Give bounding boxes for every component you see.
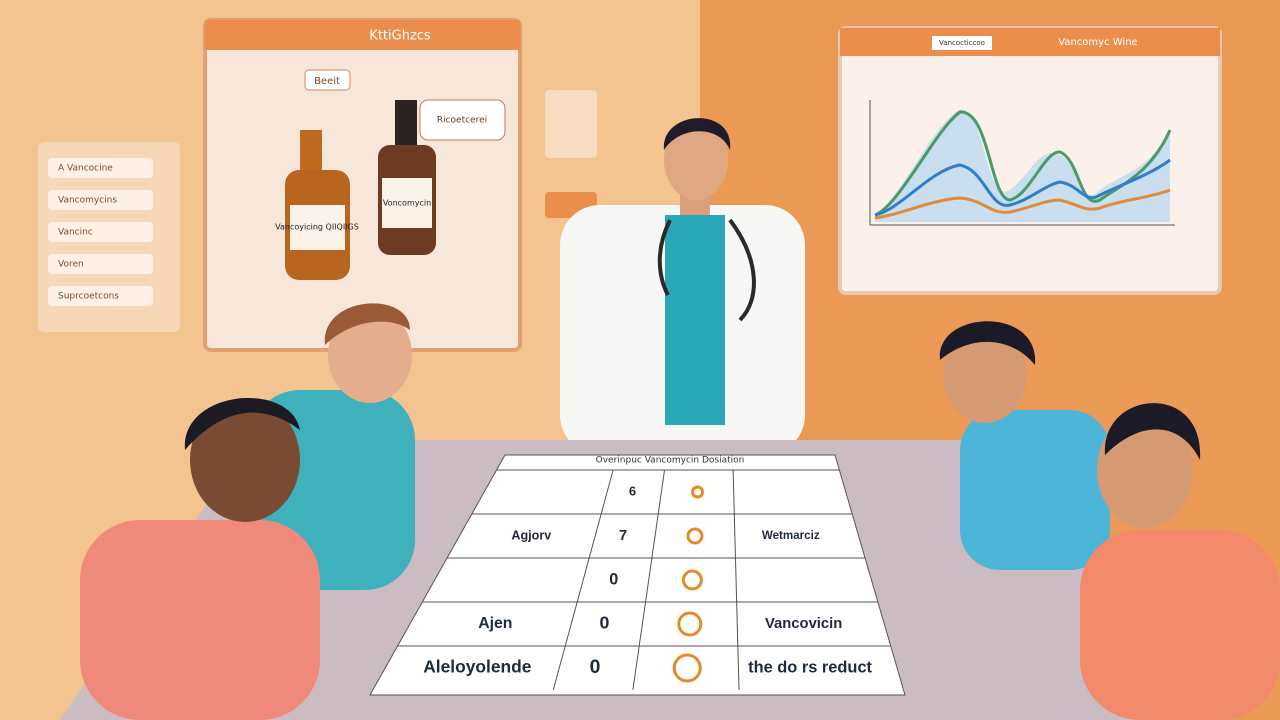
mark-icon [677, 611, 703, 637]
paper [369, 454, 906, 696]
bottle-label-2-text: Voncomycin [383, 199, 431, 208]
side-item-text: Vancomycins [58, 196, 117, 206]
student-hair [184, 397, 300, 450]
screen-title: KttiGhzcs [369, 29, 431, 44]
side-item [48, 222, 153, 242]
line-green [874, 110, 1172, 217]
count: 7 [619, 528, 627, 544]
mark-icon [681, 569, 703, 591]
result: Wetmarciz [762, 529, 820, 542]
grid-col [632, 469, 666, 691]
bubble-text: Ricoetcerei [437, 116, 487, 126]
mark-icon [691, 485, 705, 499]
count: 0 [599, 613, 609, 633]
student-hair [1104, 403, 1201, 460]
side-items: A Vancocine Vancomycins Vancinc Voren Suprco… [48, 158, 153, 306]
count: 6 [629, 483, 636, 498]
result: Vancovicin [765, 616, 842, 632]
student-hair [324, 303, 410, 345]
line-orange [874, 188, 1171, 220]
student-shirt [960, 410, 1110, 570]
student-head [943, 327, 1027, 423]
drug-name: Agjorv [511, 528, 551, 542]
bottle-label-text: Vancoyicing QIIQIIGS [275, 223, 359, 232]
count: 0 [609, 570, 618, 588]
grid-col [732, 469, 740, 691]
side-item-text: Vancinc [58, 228, 93, 238]
student-shirt [80, 520, 320, 720]
count: 0 [590, 656, 601, 678]
line-blue [874, 158, 1171, 217]
side-item-text: Suprcoetcons [58, 292, 119, 302]
drug-name: Ajen [478, 615, 512, 632]
doctor-hair [663, 118, 731, 150]
grid-col [552, 469, 614, 691]
screen-button-text: Beeit [314, 76, 340, 87]
side-item [48, 190, 153, 210]
right-screen-bar [840, 28, 1220, 56]
doctor-head [664, 120, 728, 200]
right-tab-text: Vancocticcoo [939, 39, 985, 47]
right-screen-title: Vancomyc Wine [1058, 37, 1137, 48]
paper-grid: 6 Agjorv 7 Wetmarciz 0 Ajen 0 Vancovicin Aleloyo… [397, 469, 891, 691]
side-item [48, 158, 153, 178]
stethoscope [657, 218, 756, 322]
side-item [48, 254, 153, 274]
student-head [328, 307, 412, 403]
student-hair [939, 321, 1036, 365]
bottle-neck [300, 130, 322, 170]
mark-icon [686, 527, 704, 545]
side-item-text: A Vancocine [58, 164, 113, 174]
left-screen [203, 18, 522, 352]
bottle-neck-2 [395, 100, 417, 145]
mark-icon [672, 653, 702, 683]
paper-title: Overinpuc Vancomycin Dosiation [596, 456, 745, 466]
screen-button [304, 69, 351, 91]
screen-bar [205, 20, 520, 50]
doctor-scrubs [665, 215, 725, 425]
speech-bubble [419, 99, 506, 141]
bottle-label-2 [382, 178, 432, 228]
drug-name: Aleloyolende [423, 657, 532, 677]
note [545, 90, 597, 158]
student-shirt [1080, 530, 1280, 720]
side-item-text: Voren [58, 260, 84, 270]
result: the do rs reduct [748, 658, 872, 676]
area [875, 109, 1170, 222]
bottle-label [290, 205, 345, 250]
right-tab [932, 36, 992, 50]
student-head [190, 398, 300, 522]
side-item [48, 286, 153, 306]
